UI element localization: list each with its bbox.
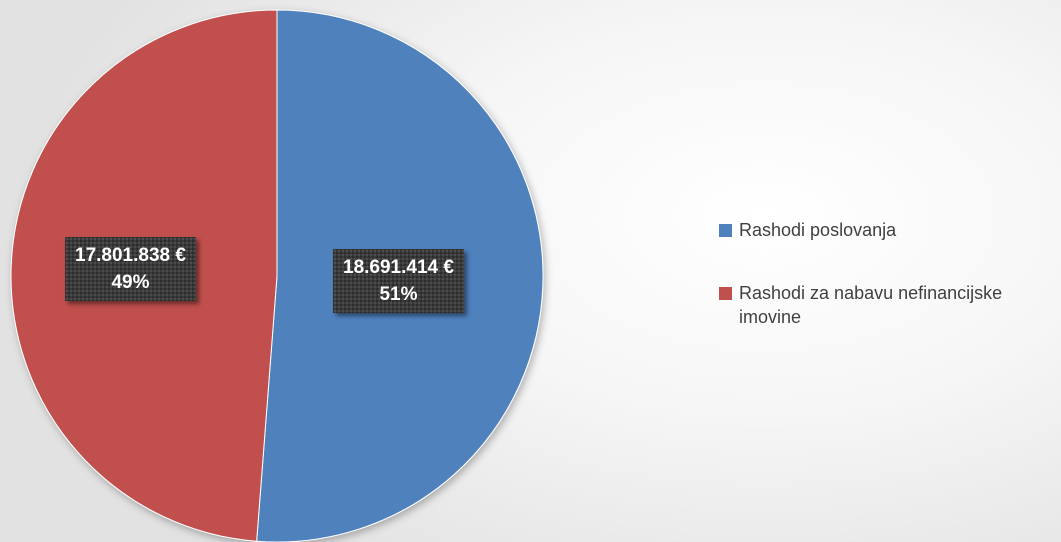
legend-label: Rashodi poslovanja: [739, 220, 897, 240]
data-label-percent: 51%: [379, 284, 418, 305]
legend-swatch: [719, 287, 732, 300]
legend: Rashodi poslovanja Rashodi za nabavu nef…: [719, 218, 1059, 368]
legend-item-rashodi-poslovanja: Rashodi poslovanja: [719, 218, 1059, 242]
data-label-percent: 49%: [111, 272, 150, 293]
legend-swatch: [719, 224, 732, 237]
data-label-value: 17.801.838 €: [75, 245, 186, 266]
data-label-slice-1: 17.801.838 € 49%: [65, 237, 196, 301]
data-label-slice-0: 18.691.414 € 51%: [333, 249, 464, 313]
data-label-value: 18.691.414 €: [343, 257, 454, 278]
legend-label: Rashodi za nabavu nefinancijske imovine: [739, 283, 1003, 327]
legend-item-rashodi-za-nabavu: Rashodi za nabavu nefinancijske imovine: [719, 281, 1059, 329]
